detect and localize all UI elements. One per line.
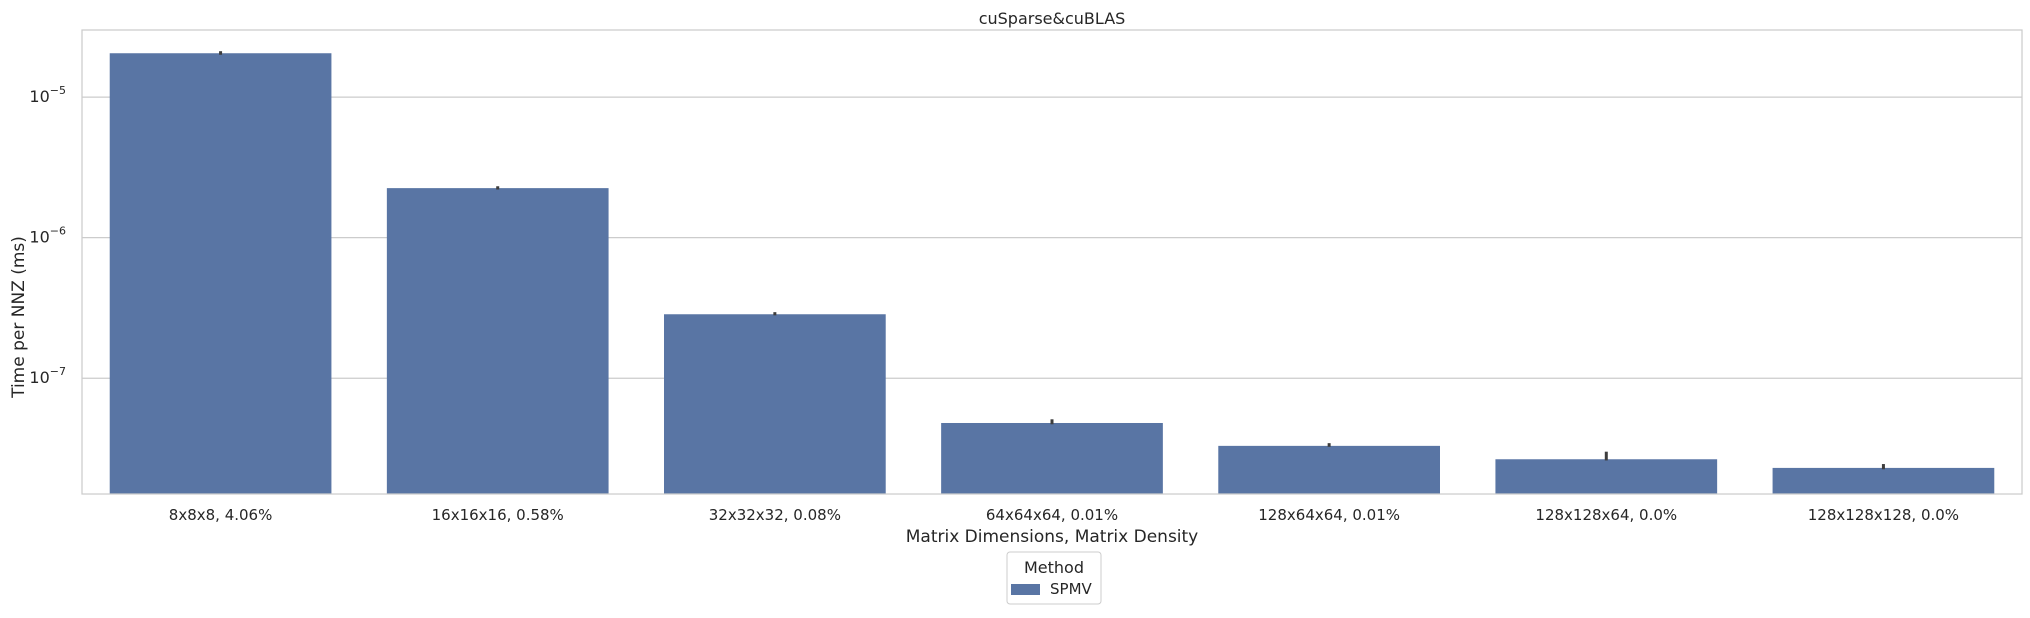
x-tick-label-6: 128x128x128, 0.0% xyxy=(1808,506,1959,524)
error-bars xyxy=(219,51,1885,470)
y-tick-label-0: 10−5 xyxy=(29,84,66,106)
bar-0 xyxy=(109,53,332,494)
y-tick-label-1: 10−6 xyxy=(29,225,66,247)
legend-title: Method xyxy=(1024,558,1084,577)
legend-label-spmv: SPMV xyxy=(1050,580,1093,598)
bars xyxy=(109,53,1995,495)
bar-4 xyxy=(1218,445,1440,494)
x-tick-label-1: 16x16x16, 0.58% xyxy=(432,506,564,524)
gridlines xyxy=(82,96,2022,379)
bar-1 xyxy=(386,188,609,495)
bar-5 xyxy=(1495,459,1718,494)
plot-frame xyxy=(81,29,2023,495)
y-axis-label: Time per NNZ (ms) xyxy=(9,236,29,399)
legend-swatch-spmv xyxy=(1011,584,1040,595)
x-tick-label-2: 32x32x32, 0.08% xyxy=(709,506,841,524)
x-tick-label-0: 8x8x8, 4.06% xyxy=(169,506,273,524)
chart-title: cuSparse&cuBLAS xyxy=(979,9,1126,28)
x-tick-label-4: 128x64x64, 0.01% xyxy=(1258,506,1400,524)
y-axis-ticks: 10−5 10−6 10−7 xyxy=(29,84,66,387)
x-tick-label-5: 128x128x64, 0.0% xyxy=(1535,506,1677,524)
legend: Method SPMV xyxy=(1006,551,1102,605)
bar-2 xyxy=(664,314,886,494)
x-axis-label: Matrix Dimensions, Matrix Density xyxy=(906,527,1199,547)
y-tick-label-2: 10−7 xyxy=(29,365,66,387)
x-tick-label-3: 64x64x64, 0.01% xyxy=(986,506,1118,524)
bar-3 xyxy=(941,422,1163,494)
x-axis-ticks: 8x8x8, 4.06% 16x16x16, 0.58% 32x32x32, 0.0… xyxy=(169,506,1959,524)
bar-6 xyxy=(1772,467,1995,494)
